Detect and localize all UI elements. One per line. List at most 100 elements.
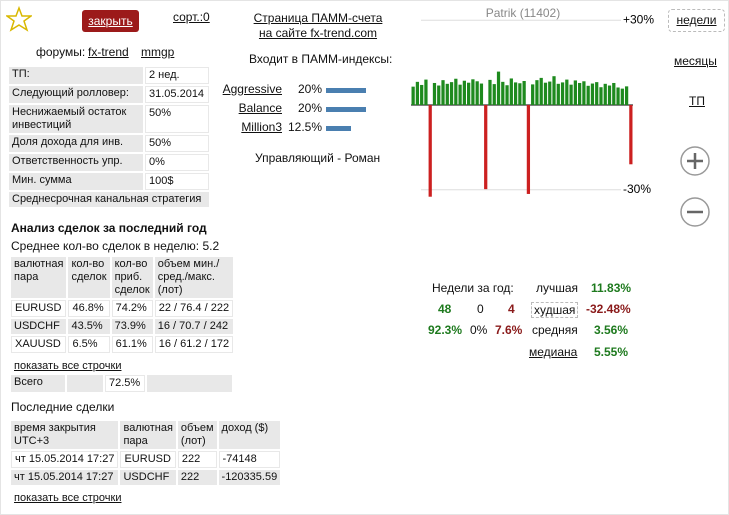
bar [454,78,458,105]
show-all-link[interactable]: показать все строчки [14,492,122,504]
bar [582,81,586,105]
week-count: 0 [477,302,484,316]
row: чт 15.05.2014 17:27 EURUSD 222 -74148 [11,451,281,468]
cell: EURUSD [120,451,176,468]
row: XAUUSD 6.5% 61.1% 16 / 61.2 / 172 [11,336,234,353]
bar [573,80,577,105]
bar [471,79,475,105]
bar [595,82,599,105]
index-name[interactable]: Balance [238,101,282,115]
bar [599,87,603,105]
cell: 31.05.2014 [145,86,209,103]
bar [501,81,505,105]
index-bar [326,107,366,112]
weeks-title: Недели за год: [432,281,514,295]
cell: 50% [145,105,209,133]
cell: XAUUSD [11,336,67,353]
bar [526,105,531,194]
cell: 100$ [145,173,209,190]
stat-value: 3.56% [594,323,629,337]
row: EURUSD 46.8% 74.2% 22 / 76.4 / 222 [11,300,234,317]
forum-link[interactable]: mmgp [141,45,175,59]
cell: -74148 [218,451,281,468]
bar [428,105,432,197]
analysis-title: Анализ сделок за последний год [11,221,207,235]
favorite-star[interactable] [6,6,32,32]
y-tick-label: -30% [623,182,651,196]
bar [420,84,424,105]
bar [539,77,543,105]
cell: 222 [177,470,217,485]
cell: Среднесрочная канальная стратегия [9,192,209,207]
bar [556,83,560,105]
bar [543,82,548,105]
week-count: 4 [508,302,515,316]
cell: 16 / 61.2 / 172 [154,336,234,353]
cell [147,375,232,392]
row: Мин. сумма 100$ [9,173,209,190]
index-name[interactable]: Aggressive [222,82,282,96]
cell: USDCHF [120,470,176,485]
period-link[interactable]: ТП [689,94,705,108]
index-share: 12.5% [287,120,322,134]
bar [449,82,454,105]
bar [441,80,445,105]
cell: 50% [145,135,209,152]
bar [624,86,629,105]
stat-label: средняя [532,323,578,337]
cell: Доля дохода для инв. [9,135,143,152]
cell: EURUSD [11,300,67,317]
cell: 222 [177,451,217,468]
cell: 2 нед. [145,67,209,84]
index-share: 20% [297,101,322,115]
header-cell: валютная пара [11,257,67,298]
stat-label: лучшая [536,281,579,295]
bar [479,83,484,105]
cell: Неснижаемый остаток инвестиций [9,105,143,133]
sort-link[interactable]: сорт.:0 [173,10,210,24]
cell [67,375,103,392]
row: Ответственность упр. 0% [9,154,209,171]
cell: Следующий ролловер: [9,86,143,103]
row: Доля дохода для инв. 50% [9,135,209,152]
period-link[interactable]: недели [668,9,725,32]
bar [513,82,518,105]
cell: чт 15.05.2014 17:27 [11,470,119,485]
bar [535,80,539,105]
zoom-in[interactable] [680,146,710,176]
bar [603,83,607,105]
stat-label: медиана [529,345,578,359]
close-button[interactable]: закрыть [82,10,139,32]
index-name[interactable]: Million3 [241,120,282,134]
cell: 22 / 76.4 / 222 [154,300,234,317]
forums-label: форумы: [36,45,86,59]
cell: 16 / 70.7 / 242 [154,319,234,334]
info-table: ТП: 2 нед. Следующий ролловер: 31.05.2014 Не… [7,65,211,209]
zoom-controls [680,146,710,227]
stat-value: -32.48% [586,302,631,316]
bar [492,84,496,105]
forum-link[interactable]: fx-trend [88,45,129,59]
bar [629,105,633,165]
bar [458,84,462,105]
week-count: 48 [438,302,452,316]
header-cell: кол-во приб. сделок [111,257,153,298]
bar [505,85,509,105]
row: Следующий ролловер: 31.05.2014 [9,86,209,103]
pamm-link[interactable]: на сайте fx-trend.com [258,26,378,40]
header-cell: валютная пара [120,421,176,449]
bar [552,76,556,105]
stat-value: 5.55% [594,345,629,359]
index-bar [326,88,366,93]
show-all-link[interactable]: показать все строчки [14,360,122,372]
cell: Ответственность упр. [9,154,143,171]
header-row: время закрытия UTC+3 валютная пара объем (… [11,421,281,449]
period-link[interactable]: месяцы [674,54,717,68]
bar [432,82,437,105]
row: USDCHF 43.5% 73.9% 16 / 70.7 / 242 [11,319,234,334]
bar [496,71,501,105]
week-share: 7.6% [495,323,523,337]
zoom-out[interactable] [680,197,710,227]
chart: Patrik (11402) +30% -30% [411,6,654,197]
pamm-link[interactable]: Страница ПАММ-счета [253,11,383,25]
